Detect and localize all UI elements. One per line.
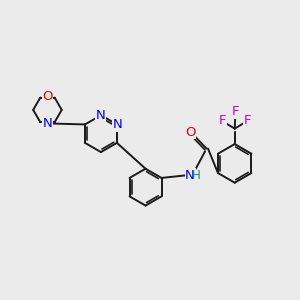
Text: F: F	[243, 114, 251, 127]
Text: O: O	[42, 90, 53, 103]
Text: N: N	[43, 117, 52, 130]
Text: N: N	[96, 109, 106, 122]
Text: O: O	[185, 126, 195, 139]
Text: N: N	[185, 169, 195, 182]
Text: F: F	[232, 105, 239, 118]
Text: F: F	[218, 114, 226, 127]
Text: H: H	[192, 169, 201, 182]
Text: N: N	[112, 118, 122, 131]
